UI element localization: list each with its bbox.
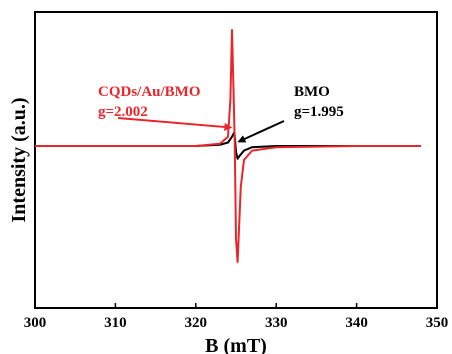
series-layer [35, 29, 421, 263]
x-tick-label: 320 [185, 315, 208, 331]
annotation-label: CQDs/Au/BMO [98, 84, 201, 100]
plot-frame [34, 11, 438, 309]
x-tick-label: 350 [426, 315, 449, 331]
annotation-g-value: g=2.002 [98, 104, 148, 120]
x-tick-label: 330 [265, 315, 288, 331]
y-axis-label: Intensity (a.u.) [8, 97, 30, 222]
x-tick-label: 300 [24, 315, 47, 331]
series-line-cqds-au-bmo [35, 29, 421, 263]
annotation-arrow [117, 117, 233, 131]
x-tick-label: 310 [104, 315, 127, 331]
annotation-arrow [237, 120, 285, 143]
x-tick-label: 340 [345, 315, 368, 331]
annotation-label: BMO [294, 84, 330, 100]
x-axis-ticks: 300 310 320 330 340 350 [24, 303, 449, 331]
x-axis-label: B (mT) [205, 335, 267, 354]
annotations: CQDs/Au/BMO g=2.002 BMO g=1.995 [98, 84, 344, 143]
annotation-g-value: g=1.995 [294, 104, 344, 120]
